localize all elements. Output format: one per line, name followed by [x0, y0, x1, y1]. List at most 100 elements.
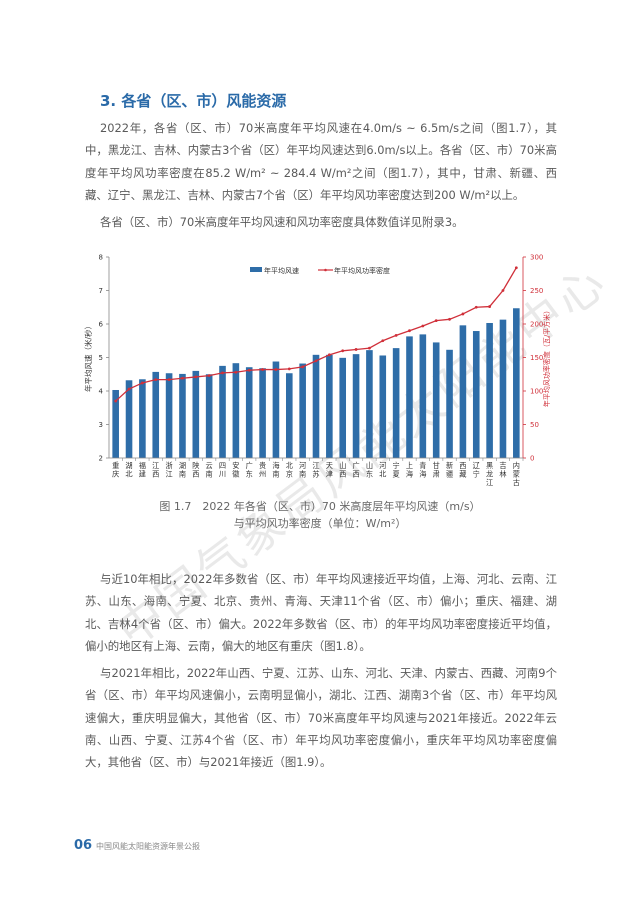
point-湖南	[181, 376, 184, 380]
legend-line-label: 年平均风功率密度	[334, 266, 390, 275]
bar-吉林	[499, 319, 507, 458]
bar-甘肃	[432, 342, 440, 458]
x-tick-label: 宁夏	[393, 461, 400, 479]
point-河北	[381, 339, 385, 343]
x-tick-label: 新疆	[446, 461, 453, 479]
bar-江西	[152, 371, 160, 458]
x-tick-label: 江西	[152, 461, 159, 479]
bar-山西	[339, 357, 347, 458]
point-山西	[341, 349, 345, 353]
point-吉林	[501, 289, 505, 292]
y2-tick-label: 150	[530, 354, 543, 362]
x-tick-label: 上海	[406, 461, 413, 479]
x-tick-label: 西藏	[459, 461, 466, 479]
legend-line-marker	[324, 268, 327, 272]
point-河南	[301, 365, 305, 369]
point-北京	[287, 367, 291, 371]
x-tick-label: 山西	[339, 461, 346, 479]
y-axis-title: 年平均风速（米/秒）	[83, 322, 93, 392]
x-tick-label: 湖南	[179, 461, 186, 479]
x-tick-label: 北京	[286, 461, 293, 479]
point-云南	[207, 374, 211, 377]
point-广西	[354, 348, 358, 351]
point-江苏	[314, 359, 318, 363]
y2-tick-label: 50	[530, 421, 539, 429]
bar-宁夏	[392, 348, 400, 458]
x-tick-label: 甘肃	[433, 461, 440, 479]
point-浙江	[167, 378, 171, 382]
bar-陕西	[192, 370, 200, 458]
bar-内蒙古	[513, 308, 520, 458]
x-tick-label: 青海	[419, 461, 426, 479]
y-tick-label: 2	[99, 455, 103, 463]
bar-河南	[299, 363, 306, 458]
paragraph: 与近10年相比，2022年多数省（区、市）年平均风速接近平均值，上海、河北、云南…	[85, 572, 557, 653]
point-新疆	[448, 317, 451, 321]
point-江西	[154, 378, 158, 382]
x-tick-label: 陕西	[192, 461, 199, 479]
point-辽宁	[474, 305, 478, 309]
page-number: 06	[74, 838, 93, 853]
bar-辽宁	[472, 331, 480, 458]
point-黑龙江	[488, 305, 492, 308]
point-安徽	[234, 370, 238, 374]
bar-湖南	[179, 373, 186, 458]
x-tick-label: 福建	[139, 461, 146, 479]
bar-河北	[379, 355, 387, 458]
x-tick-label: 贵州	[259, 461, 266, 479]
x-tick-label: 辽宁	[473, 461, 480, 479]
paragraph: 2022年，各省（区、市）70米高度年平均风速在4.0m/s ~ 6.5m/s之…	[85, 121, 557, 202]
bar-黑龙江	[486, 322, 493, 458]
x-tick-label: 海南	[272, 461, 279, 479]
bar-湖北	[125, 380, 133, 458]
legend-bar-swatch	[250, 267, 262, 272]
y2-tick-label: 300	[530, 254, 543, 262]
x-tick-label: 吉林	[499, 461, 506, 479]
point-宁夏	[394, 333, 398, 337]
bar-江苏	[312, 354, 320, 458]
point-西藏	[461, 312, 465, 316]
y-tick-label: 8	[99, 254, 103, 262]
bar-福建	[139, 379, 146, 458]
x-tick-label: 云南	[206, 461, 213, 479]
figure-caption-line2: 与平均风功率密度（单位：W/m²）	[233, 517, 407, 530]
point-甘肃	[434, 319, 438, 323]
x-tick-label: 河北	[379, 461, 386, 479]
x-tick-label: 江苏	[312, 461, 319, 479]
point-山东	[368, 346, 371, 350]
figure-caption-line1: 图 1.7 2022 年各省（区、市）70 米高度层年平均风速（m/s）	[159, 500, 481, 513]
point-福建	[140, 381, 144, 385]
x-tick-label: 四川	[219, 461, 226, 479]
point-天津	[327, 353, 331, 357]
bar-云南	[205, 374, 213, 458]
point-陕西	[194, 375, 198, 379]
point-重庆	[114, 399, 118, 403]
x-tick-label: 黑龙江	[486, 461, 493, 487]
point-青海	[421, 324, 425, 328]
x-tick-label: 广西	[352, 461, 359, 479]
y-tick-label: 4	[99, 388, 104, 396]
bar-山东	[366, 350, 373, 458]
y-tick-label: 7	[99, 287, 103, 295]
legend-bar-label: 年平均风速	[264, 266, 299, 275]
x-tick-label: 天津	[326, 461, 333, 479]
point-内蒙古	[514, 266, 518, 270]
section-heading: 3. 各省（区、市）风能资源	[100, 92, 287, 110]
bar-北京	[285, 373, 293, 458]
y2-tick-label: 100	[530, 388, 543, 396]
y2-axis-title: 年平均风功率密度（瓦/平方米）	[542, 307, 551, 407]
x-tick-label: 安徽	[232, 461, 240, 479]
y2-tick-label: 250	[530, 287, 543, 295]
x-tick-label: 山东	[366, 461, 373, 479]
y-tick-label: 6	[99, 321, 104, 329]
bar-新疆	[446, 349, 453, 458]
y-tick-label: 5	[99, 354, 103, 362]
bar-西藏	[459, 325, 467, 458]
point-四川	[221, 371, 224, 375]
point-湖北	[127, 387, 131, 391]
bar-四川	[219, 365, 226, 458]
paragraph: 与2021年相比，2022年山西、宁夏、江苏、山东、河北、天津、内蒙古、西藏、河…	[85, 666, 557, 770]
point-海南	[274, 368, 278, 371]
paragraph: 各省（区、市）70米高度年平均风速和风功率密度具体数值详见附录3。	[100, 215, 464, 229]
bar-广西	[352, 354, 360, 458]
